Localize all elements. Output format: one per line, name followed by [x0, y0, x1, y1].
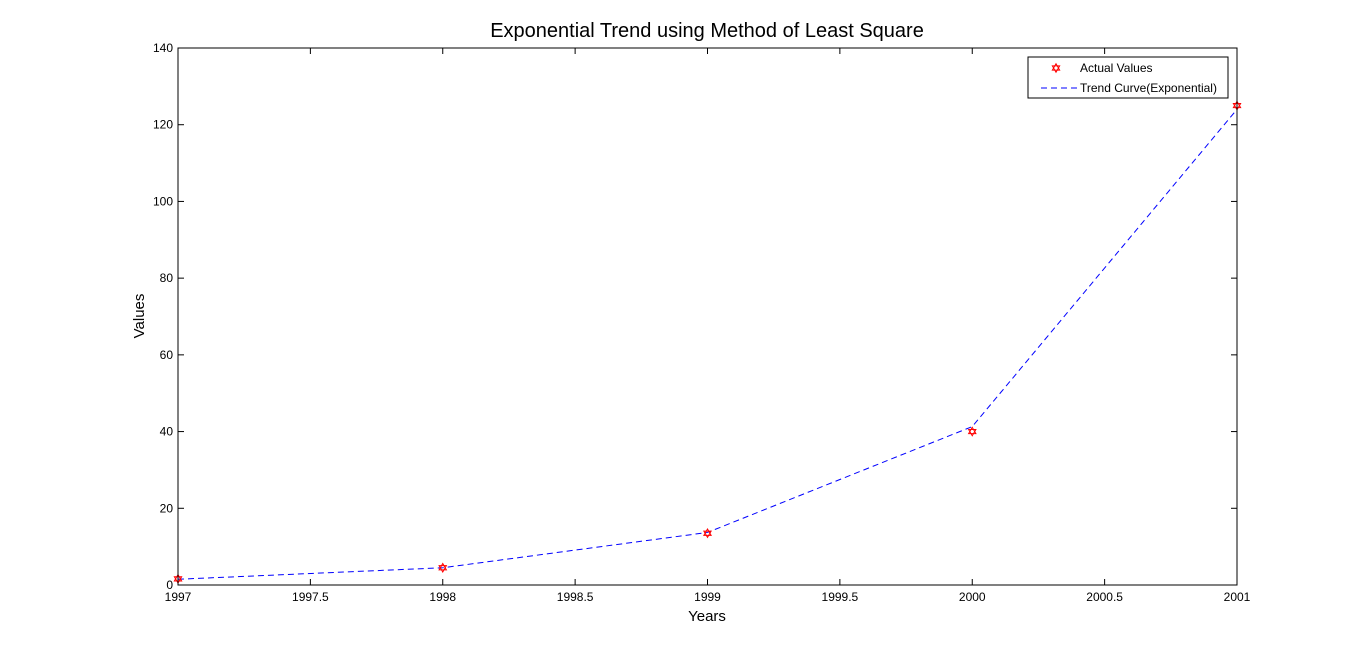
actual-value-point-triangle-up — [967, 426, 977, 435]
actual-value-point — [967, 426, 977, 437]
legend-box — [1027, 56, 1229, 99]
actual-value-point-triangle-up — [702, 528, 713, 536]
x-axis-ticks: 1997 1997.5 1998 1998.5 1999 1999.5 2000 2000.5… — [165, 48, 1251, 604]
x-tick-label: 2001 — [1224, 590, 1251, 604]
x-tick-label: 2000 — [959, 590, 986, 604]
y-tick-label: 80 — [160, 271, 174, 285]
trend-curve-line — [177, 109, 1238, 580]
actual-value-point — [438, 562, 448, 573]
y-axis-ticks: 0 20 40 60 80 100 120 140 — [153, 41, 1237, 592]
y-tick-label: 120 — [153, 118, 173, 132]
actual-value-point-triangle-up — [438, 562, 448, 571]
actual-value-point-triangle-down — [438, 565, 448, 573]
x-tick-label: 1997 — [165, 590, 192, 604]
legend-actual-values-marker — [1051, 62, 1061, 74]
actual-value-point-triangle-down — [702, 530, 713, 539]
legend-marker-hexagram — [1051, 62, 1061, 74]
legend-marker-hexagram-triangle-up — [1051, 62, 1061, 71]
legend-trend-curve-label: Trend Curve(Exponential) — [1080, 81, 1217, 95]
x-tick-label: 1998 — [429, 590, 456, 604]
x-tick-label: 2000.5 — [1086, 590, 1123, 604]
x-axis-label: Years — [688, 608, 726, 625]
y-tick-label: 40 — [160, 425, 174, 439]
x-tick-label: 1997.5 — [292, 590, 329, 604]
plot-area-background — [178, 48, 1237, 585]
y-tick-label: 20 — [160, 501, 174, 515]
y-tick-label: 100 — [153, 194, 173, 208]
x-tick-label: 1998.5 — [557, 590, 594, 604]
y-tick-label: 0 — [166, 578, 173, 592]
x-tick-label: 1999.5 — [822, 590, 859, 604]
y-axis-label: Values — [131, 294, 148, 339]
legend-actual-values-label: Actual Values — [1080, 61, 1153, 75]
actual-value-point-triangle-down — [967, 428, 977, 437]
trend-curve-layer — [177, 109, 1238, 580]
x-tick-label: 1999 — [694, 590, 721, 604]
chart-title: Exponential Trend using Method of Least … — [490, 20, 924, 42]
actual-value-point — [702, 528, 713, 539]
legend: Actual Values Trend Curve(Exponential) — [1027, 56, 1229, 99]
y-tick-label: 60 — [160, 348, 174, 362]
legend-marker-hexagram-triangle-down — [1051, 65, 1061, 74]
y-tick-label: 140 — [153, 41, 173, 55]
